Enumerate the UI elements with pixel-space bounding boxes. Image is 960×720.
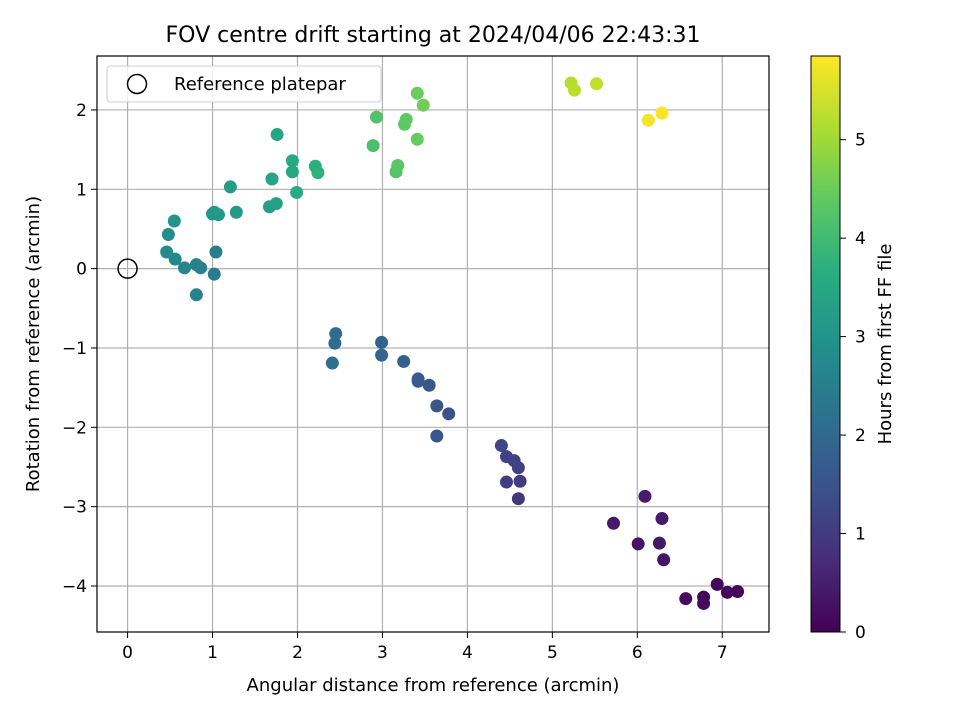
colorbar-tick-label: 5 <box>855 131 866 151</box>
x-axis-label: Angular distance from reference (arcmin) <box>247 675 620 696</box>
data-point <box>652 536 666 550</box>
data-point <box>167 214 181 228</box>
data-point <box>410 132 424 146</box>
data-point <box>311 166 325 180</box>
x-tick-label: 6 <box>632 643 643 663</box>
colorbar-tick-label: 1 <box>855 525 866 545</box>
data-point <box>430 399 444 413</box>
chart-title: FOV centre drift starting at 2024/04/06 … <box>166 23 701 48</box>
data-point <box>229 205 243 219</box>
data-point <box>160 245 174 259</box>
x-tick-label: 2 <box>292 643 303 663</box>
y-tick-label: −3 <box>62 498 87 518</box>
data-point <box>397 354 411 368</box>
colorbar <box>810 55 841 633</box>
data-point <box>329 327 343 341</box>
data-point <box>567 83 581 97</box>
data-point <box>270 128 284 142</box>
data-point <box>638 489 652 503</box>
legend-entry-reference-platepar: Reference platepar <box>174 74 346 95</box>
data-point <box>189 288 203 302</box>
data-point <box>710 577 724 591</box>
colorbar-tick-label: 2 <box>855 426 866 446</box>
x-tick-label: 3 <box>377 643 388 663</box>
data-point <box>189 258 203 272</box>
data-point <box>513 474 527 488</box>
colorbar-tick-label: 0 <box>855 623 866 643</box>
legend-box <box>106 65 382 103</box>
data-point <box>607 516 621 530</box>
x-tick-label: 1 <box>207 643 218 663</box>
data-point <box>655 106 669 120</box>
data-point <box>590 77 604 91</box>
y-tick-label: −2 <box>62 418 87 438</box>
x-tick-label: 5 <box>547 643 558 663</box>
data-point <box>399 112 413 126</box>
data-point <box>511 492 525 506</box>
x-tick-label: 7 <box>717 643 728 663</box>
data-point <box>366 139 380 153</box>
data-point <box>269 197 283 211</box>
data-point <box>209 245 223 259</box>
data-point <box>720 585 734 599</box>
data-point <box>207 267 221 281</box>
plot-frame <box>96 55 770 633</box>
y-tick-label: −4 <box>62 577 87 597</box>
data-point <box>161 228 175 242</box>
data-point <box>211 208 225 222</box>
data-point <box>416 98 430 112</box>
data-point <box>328 336 342 350</box>
y-tick-label: −1 <box>62 339 87 359</box>
x-tick-label: 4 <box>462 643 473 663</box>
colorbar-tick-label: 4 <box>855 229 866 249</box>
y-tick-label: 0 <box>76 260 87 280</box>
data-point <box>641 113 655 127</box>
data-point <box>655 512 669 526</box>
data-point <box>442 407 456 421</box>
data-point <box>178 261 192 275</box>
data-point <box>430 429 444 443</box>
y-tick-label: 2 <box>76 101 87 121</box>
y-axis-label: Rotation from reference (arcmin) <box>23 196 44 492</box>
data-point <box>411 374 425 388</box>
colorbar-ticks: 0 1 2 3 4 5 <box>840 131 866 643</box>
legend: Reference platepar <box>106 65 382 103</box>
data-point <box>168 252 182 266</box>
data-point <box>494 439 508 453</box>
x-tick-label: 0 <box>122 643 133 663</box>
colorbar-label: Hours from first FF file <box>875 244 896 445</box>
data-point <box>631 537 645 551</box>
data-point <box>697 596 711 610</box>
data-point <box>499 450 513 464</box>
y-tick-label: 1 <box>76 180 87 200</box>
data-point <box>499 475 513 489</box>
x-axis-ticks: 0 1 2 3 4 5 6 7 <box>122 632 728 663</box>
data-point <box>375 348 389 362</box>
colorbar-tick-label: 3 <box>855 328 866 348</box>
data-point <box>285 165 299 179</box>
data-point <box>679 592 693 606</box>
y-axis-ticks: −4 −3 −2 −1 0 1 2 <box>62 101 97 597</box>
grid-lines <box>97 56 769 632</box>
data-point <box>370 110 384 124</box>
data-point <box>391 158 405 172</box>
data-points <box>160 76 745 610</box>
data-point <box>325 356 339 370</box>
legend-marker <box>126 73 148 95</box>
data-point <box>410 86 424 100</box>
data-point <box>290 185 304 199</box>
data-point <box>265 172 279 186</box>
data-point <box>375 335 389 349</box>
reference-platepar-marker <box>117 258 138 279</box>
data-point <box>657 553 671 567</box>
data-point <box>223 180 237 194</box>
data-point <box>422 378 436 392</box>
data-point <box>731 585 745 599</box>
data-point <box>285 154 299 168</box>
